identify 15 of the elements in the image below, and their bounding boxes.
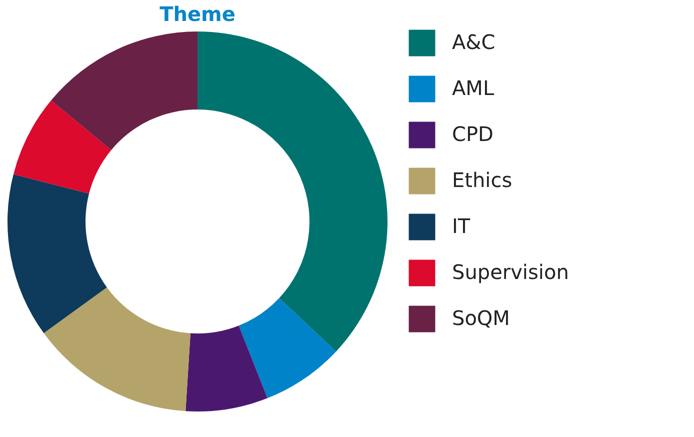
donut-slice [198, 32, 388, 352]
donut-slice [8, 174, 107, 334]
legend-label: IT [452, 214, 471, 238]
legend-label: A&C [452, 30, 496, 54]
donut-slice [44, 287, 190, 412]
chart-title: Theme [160, 2, 236, 26]
donut-slice [51, 32, 198, 150]
legend-label: Ethics [452, 168, 512, 192]
donut-slice [186, 326, 268, 412]
donut-slice [238, 298, 336, 398]
legend-label: CPD [452, 122, 494, 146]
donut-slice [13, 100, 112, 194]
legend-label: AML [452, 76, 495, 100]
legend-label: Supervision [452, 260, 569, 284]
legend-label: SoQM [452, 306, 510, 330]
